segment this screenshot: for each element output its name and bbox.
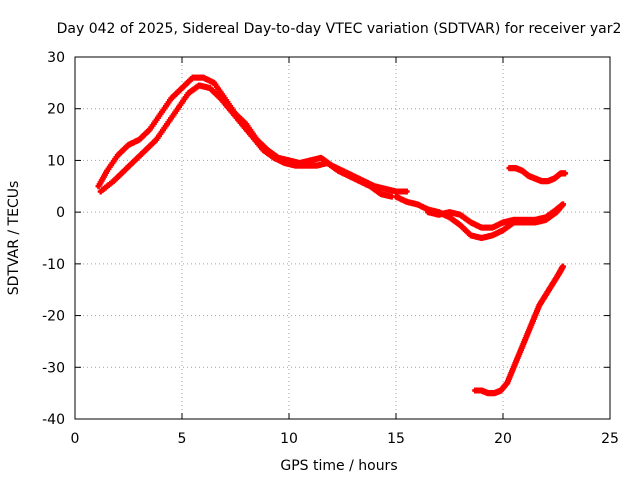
- x-tick-label: 25: [601, 431, 619, 447]
- x-axis-label: GPS time / hours: [280, 458, 397, 474]
- x-tick-label: 0: [71, 431, 80, 447]
- y-tick-label: -40: [42, 412, 65, 428]
- y-tick-label: 10: [47, 153, 65, 169]
- grid-lines: [75, 57, 610, 419]
- y-axis-label: SDTVAR / TECUs: [6, 181, 22, 296]
- series-arc-late-steep: [472, 263, 566, 397]
- y-tick-label: 0: [56, 205, 65, 221]
- plot-frame: [74, 56, 611, 420]
- y-tick-label: 20: [47, 102, 65, 118]
- series-arc-late-high: [506, 165, 569, 185]
- y-tick-label: -30: [42, 360, 65, 376]
- y-tick-label: 30: [47, 50, 65, 66]
- data-point: [562, 170, 569, 177]
- chart-title: Day 042 of 2025, Sidereal Day-to-day VTE…: [57, 21, 622, 37]
- y-tick-labels: -40 -30 -20 -10 0 10 20 30: [42, 50, 65, 428]
- data-point: [403, 188, 410, 195]
- series-arc-lower: [97, 82, 395, 200]
- x-tick-label: 20: [494, 431, 512, 447]
- x-tick-label: 15: [387, 431, 405, 447]
- y-tick-label: -10: [42, 257, 65, 273]
- x-tick-label: 10: [280, 431, 298, 447]
- x-tick-labels: 0 5 10 15 20 25: [71, 431, 619, 447]
- series-arc-tail-2: [425, 201, 566, 231]
- y-tick-label: -20: [42, 309, 65, 325]
- axis-ticks: [74, 56, 611, 420]
- x-tick-label: 5: [178, 431, 187, 447]
- data-point: [559, 263, 566, 270]
- data-points: [95, 74, 569, 397]
- data-point: [559, 201, 566, 208]
